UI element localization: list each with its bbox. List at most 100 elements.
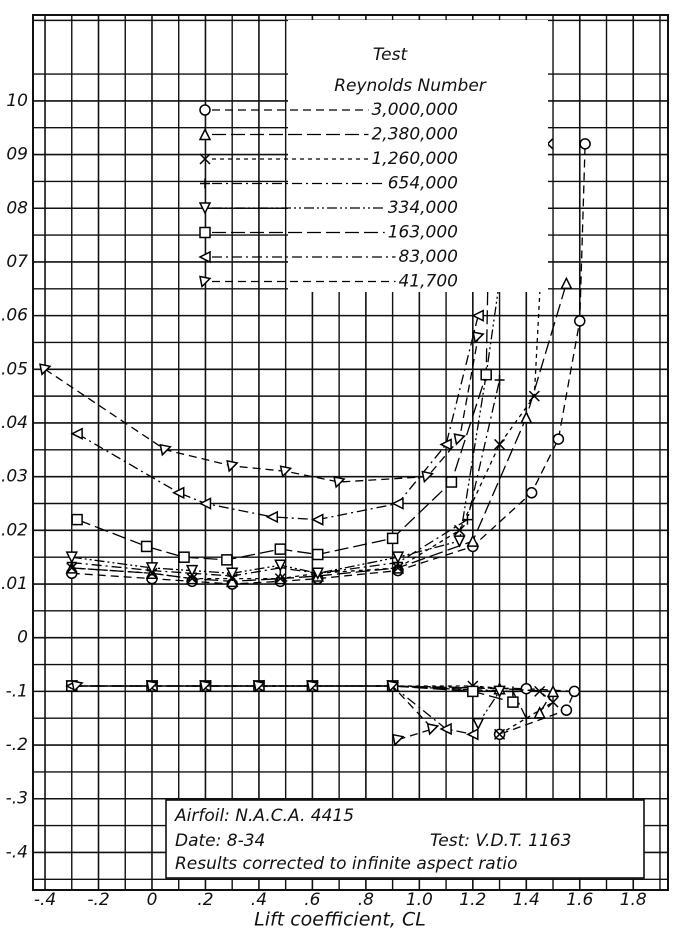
y2-tick-label: -.1 [6, 681, 28, 701]
marker [467, 685, 479, 698]
marker [306, 680, 319, 693]
x-tick-label: -.4 [34, 890, 56, 910]
annotation: Test: V.D.T. 1163 [430, 831, 571, 851]
marker [146, 680, 159, 693]
marker [392, 733, 405, 747]
marker [560, 276, 573, 290]
marker [159, 443, 172, 457]
x-tick-label: 1.4 [513, 890, 540, 910]
series-line [76, 224, 490, 561]
marker [311, 513, 324, 526]
legend-label: 83,000 [399, 247, 458, 267]
annotation: Date: 8-34 [175, 831, 265, 851]
y-tick-label: .05 [1, 359, 28, 379]
x-tick-label: 1.8 [620, 890, 647, 910]
marker [552, 433, 565, 445]
marker [311, 567, 324, 580]
marker [560, 704, 573, 716]
legend-label: 334,000 [388, 198, 458, 218]
x-tick-label: 1.6 [566, 890, 593, 910]
marker [472, 331, 485, 344]
marker [274, 573, 286, 585]
marker [493, 685, 506, 699]
legend: 3,000,000 2,380,000 1,260,000 654,000 334,00… [198, 100, 458, 292]
legend-title: Test [373, 45, 409, 65]
marker [70, 427, 83, 440]
y-tick-label: .04 [1, 413, 28, 433]
marker [480, 368, 492, 381]
marker [265, 510, 279, 524]
marker [462, 514, 473, 525]
marker [199, 226, 211, 239]
marker [71, 513, 83, 526]
marker [547, 696, 559, 708]
marker [225, 567, 239, 580]
marker [471, 309, 484, 322]
legend-label-bg [384, 173, 458, 194]
y-tick-label: .03 [1, 467, 28, 487]
series-line [71, 283, 568, 582]
y-tick-label: 0 [17, 628, 28, 648]
marker [386, 532, 399, 545]
marker [471, 717, 485, 731]
marker [39, 363, 52, 376]
legend-label-bg [395, 247, 458, 267]
marker [145, 562, 159, 575]
marker [391, 551, 405, 564]
marker [226, 459, 239, 473]
series-line [71, 143, 549, 580]
y2-tick-label: -.3 [6, 789, 28, 809]
legend-label: 41,700 [399, 272, 458, 292]
marker [311, 548, 324, 561]
marker [521, 713, 532, 724]
legend-label: 163,000 [388, 223, 458, 243]
y-tick-label: .06 [1, 306, 28, 326]
marker [453, 535, 466, 548]
x-axis-label: Lift coefficient, CL [254, 909, 426, 931]
marker [274, 559, 287, 572]
marker [333, 476, 346, 489]
plot-frame [32, 14, 669, 891]
marker [198, 202, 212, 215]
marker [199, 275, 212, 289]
marker [525, 487, 538, 499]
marker [426, 723, 440, 736]
marker [392, 562, 404, 574]
marker [520, 682, 533, 695]
marker [533, 706, 546, 719]
marker [494, 728, 506, 740]
marker [568, 685, 581, 698]
x-tick-label: 1.2 [459, 890, 486, 910]
y-tick-label: 08 [6, 198, 28, 218]
annotation: Airfoil: N.A.C.A. 4415 [174, 806, 354, 826]
marker [66, 562, 78, 574]
marker [494, 438, 506, 450]
series-line [77, 685, 434, 741]
marker [546, 684, 560, 698]
legend-subtitle: Reynolds Number [334, 76, 487, 96]
marker [391, 497, 404, 510]
marker [185, 564, 199, 578]
legend-label: 654,000 [388, 174, 458, 194]
series-line [44, 336, 479, 483]
legend-label-bg [395, 271, 458, 292]
marker [200, 178, 210, 189]
x-tick-label: 0 [147, 890, 158, 910]
x-tick-label: .8 [358, 890, 374, 910]
marker [507, 686, 518, 697]
marker [198, 127, 212, 141]
y-tick-label: 10 [6, 91, 28, 111]
marker [386, 680, 400, 693]
annotation: Results corrected to infinite aspect rat… [175, 854, 518, 874]
marker [466, 728, 479, 741]
series-line [71, 224, 509, 574]
x-tick-label: 1.0 [406, 890, 433, 910]
marker [71, 680, 84, 693]
marker [507, 696, 519, 708]
legend-label-bg [368, 149, 458, 169]
marker [579, 138, 591, 150]
legend-label: 2,380,000 [371, 125, 458, 145]
y-tick-label: 09 [6, 145, 28, 165]
x-tick-label: .4 [251, 890, 267, 910]
